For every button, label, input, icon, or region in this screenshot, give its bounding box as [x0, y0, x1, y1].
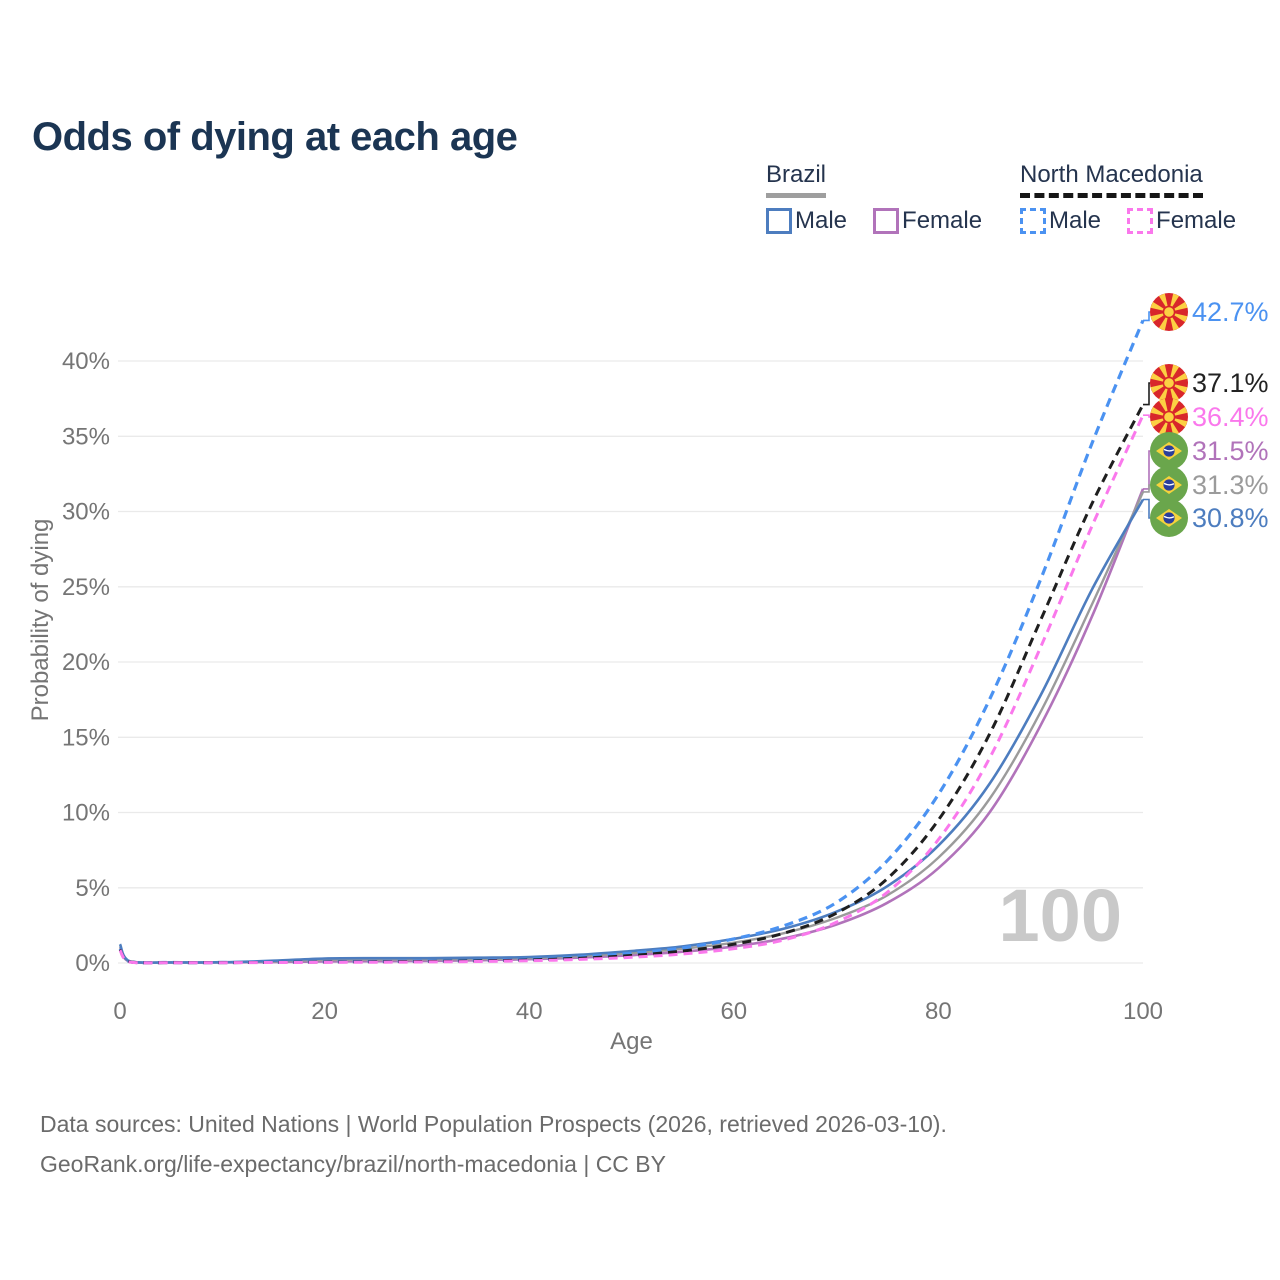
legend-item-label: Female: [1156, 207, 1237, 234]
page-title: Odds of dying at each age: [32, 114, 518, 159]
legend-item-north-macedonia-female[interactable]: Female: [1127, 207, 1236, 235]
series-line-north-macedonia-both-sexes[interactable]: [118, 403, 1145, 965]
data-sources-text: Data sources: United Nations | World Pop…: [40, 1111, 947, 1137]
legend-title-brazil: Brazil: [766, 162, 827, 198]
series-line-brazil-both-sexes[interactable]: [118, 491, 1145, 964]
y-tick-label-15: 15%: [62, 724, 110, 751]
legend-item-label: Male: [1049, 207, 1102, 234]
series-line-north-macedonia-male[interactable]: [118, 319, 1145, 965]
series-line-brazil-male[interactable]: [118, 498, 1145, 964]
label-connector-north-macedonia-male: [1143, 311, 1150, 322]
x-tick-label-0: 0: [113, 998, 126, 1025]
label-connector-brazil-female: [1143, 450, 1150, 490]
y-tick-label-20: 20%: [62, 649, 110, 676]
brazil-flag-icon: [1150, 499, 1188, 537]
y-tick-label-5: 5%: [75, 875, 110, 902]
x-tick-label-40: 40: [516, 998, 543, 1025]
legend-swatch-brazil-male-icon: [766, 208, 792, 234]
end-value-label-north-macedonia-female: 36.4%: [1192, 402, 1269, 432]
legend-item-label: Male: [795, 207, 848, 234]
legend-title-north-macedonia: North Macedonia: [1020, 162, 1203, 198]
x-tick-label-20: 20: [311, 998, 338, 1025]
end-value-label-brazil-male: 30.8%: [1192, 503, 1269, 533]
label-connector-brazil-both-sexes: [1143, 484, 1150, 493]
y-tick-label-10: 10%: [62, 800, 110, 827]
y-axis-title: Probability of dying: [27, 519, 54, 722]
legend-group-north-macedonia: North Macedonia Male Female: [1020, 162, 1236, 235]
label-connector-brazil-male: [1143, 498, 1150, 519]
label-connector-north-macedonia-both-sexes: [1143, 382, 1150, 406]
end-value-label-north-macedonia-male: 42.7%: [1192, 297, 1269, 327]
y-tick-label-30: 30%: [62, 499, 110, 526]
brazil-flag-icon: [1150, 432, 1188, 470]
north-macedonia-flag-icon: [1150, 293, 1188, 331]
legend-item-brazil-male[interactable]: Male: [766, 207, 847, 235]
label-connector-north-macedonia-female: [1143, 414, 1150, 418]
x-tick-label-60: 60: [720, 998, 747, 1025]
x-tick-label-80: 80: [925, 998, 952, 1025]
legend-item-brazil-female[interactable]: Female: [873, 207, 982, 235]
end-value-label-north-macedonia-both-sexes: 37.1%: [1192, 368, 1269, 398]
end-value-label-brazil-female: 31.5%: [1192, 436, 1269, 466]
brazil-flag-icon: [1150, 466, 1188, 504]
watermark-text: 100: [999, 874, 1122, 957]
footer: Data sources: United Nations | World Pop…: [40, 1104, 947, 1184]
legend-swatch-brazil-female-icon: [873, 208, 900, 234]
legend-swatch-north-macedonia-female-icon: [1127, 208, 1154, 234]
north-macedonia-flag-icon: [1150, 398, 1188, 436]
legend-group-brazil: Brazil Male Female: [766, 162, 982, 235]
x-axis-title: Age: [610, 1028, 653, 1055]
y-tick-label-35: 35%: [62, 423, 110, 450]
north-macedonia-flag-icon: [1150, 364, 1188, 402]
end-value-label-brazil-both-sexes: 31.3%: [1192, 470, 1269, 500]
legend-item-north-macedonia-male[interactable]: Male: [1020, 207, 1101, 235]
attribution-link-text: GeoRank.org/life-expectancy/brazil/north…: [40, 1151, 666, 1177]
y-tick-label-25: 25%: [62, 574, 110, 601]
series-line-north-macedonia-female[interactable]: [118, 414, 1145, 965]
y-tick-label-40: 40%: [62, 348, 110, 375]
x-tick-label-100: 100: [1123, 998, 1163, 1025]
legend-swatch-north-macedonia-male-icon: [1020, 208, 1046, 234]
legend-item-label: Female: [902, 207, 983, 234]
y-tick-label-0: 0%: [75, 950, 110, 977]
series-line-brazil-female[interactable]: [118, 488, 1145, 965]
